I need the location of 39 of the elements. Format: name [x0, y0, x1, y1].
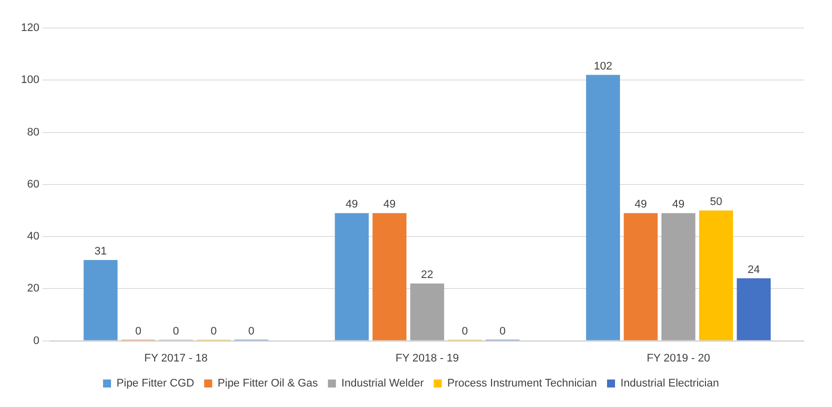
x-tick-label: FY 2017 - 18	[144, 352, 208, 364]
data-label: 50	[710, 196, 722, 208]
y-tick-label: 20	[27, 282, 40, 295]
data-label: 0	[172, 325, 180, 338]
data-label: 0	[499, 325, 506, 338]
data-label: 49	[383, 198, 396, 211]
legend-label: Industrial Electrician	[620, 378, 719, 390]
data-label: 49	[346, 198, 358, 211]
y-tick-label: 80	[27, 126, 40, 138]
data-label: 22	[421, 268, 434, 281]
y-tick-label: 120	[20, 22, 40, 34]
x-tick-label: FY 2018 - 19	[395, 352, 459, 364]
bar	[410, 283, 444, 340]
y-tick-label: 0	[33, 334, 40, 347]
y-tick-label: 100	[20, 74, 40, 86]
y-tick-label: 40	[27, 230, 40, 243]
data-label: 31	[94, 246, 107, 258]
data-label: 24	[748, 264, 760, 276]
legend-label: Pipe Fitter Oil & Gas	[218, 378, 318, 390]
data-label: 0	[135, 325, 142, 338]
legend-label: Industrial Welder	[341, 378, 424, 390]
bar	[699, 210, 734, 340]
bar	[736, 278, 771, 340]
y-tick-label: 60	[27, 178, 40, 190]
bar	[84, 260, 118, 340]
legend-label: Pipe Fitter CGD	[116, 378, 194, 390]
data-label: 102	[594, 60, 612, 72]
data-label: 49	[634, 198, 647, 211]
legend-label: Process Instrument Technician	[447, 378, 597, 390]
bar	[624, 213, 658, 340]
data-label: 0	[210, 325, 217, 338]
bar	[586, 74, 620, 340]
x-tick-label: FY 2019 - 20	[646, 352, 710, 364]
bar	[372, 213, 406, 340]
data-label: 49	[672, 198, 685, 211]
bar	[334, 213, 369, 340]
bar	[661, 213, 696, 340]
data-label: 0	[248, 325, 254, 338]
data-label: 0	[462, 325, 468, 338]
